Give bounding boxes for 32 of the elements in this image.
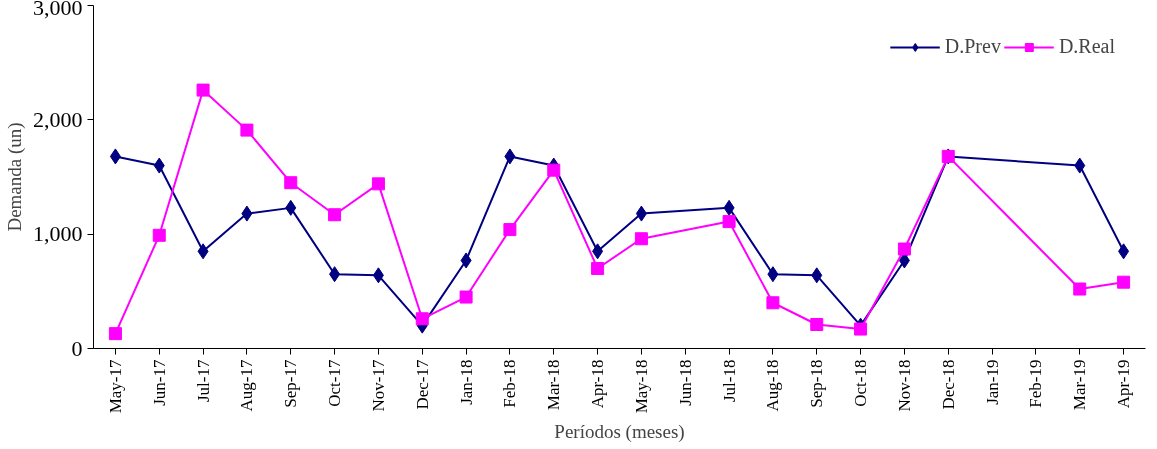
y-tick-label: 0: [71, 335, 83, 361]
x-tick-label: May-17: [105, 359, 125, 414]
x-tick-label: Mar-19: [1070, 359, 1090, 411]
x-tick-label: Dec-17: [412, 359, 432, 410]
x-tick-label: Jun-18: [675, 359, 695, 406]
x-tick-label: Jun-17: [149, 359, 169, 406]
y-tick-label: 1,000: [33, 221, 83, 247]
x-tick-label: Oct-17: [325, 359, 345, 407]
x-tick-label: Jul-17: [193, 359, 213, 402]
x-tick-label: Jul-18: [719, 359, 739, 402]
x-tick-label: Nov-17: [368, 359, 388, 412]
x-tick-label: Nov-18: [894, 359, 914, 412]
x-axis-title: Períodos (meses): [554, 421, 685, 444]
x-tick-label: Sep-18: [807, 359, 827, 408]
x-tick-label: Feb-18: [500, 359, 520, 408]
x-tick-label: Aug-17: [237, 359, 257, 412]
x-tick-label: May-18: [631, 359, 651, 414]
x-tick-label: Mar-18: [544, 359, 564, 411]
x-tick-label: Oct-18: [851, 359, 871, 407]
x-tick-label: Sep-17: [281, 359, 301, 408]
x-tick-label: Feb-19: [1026, 359, 1046, 408]
x-tick-label: Apr-18: [588, 359, 608, 409]
x-tick-label: Aug-18: [763, 359, 783, 412]
x-tick-label: Apr-19: [1114, 359, 1134, 409]
y-axis-title: Demanda (un): [4, 122, 26, 232]
x-tick-label: Jan-19: [982, 359, 1002, 405]
y-tick-label: 3,000: [33, 0, 83, 20]
x-tick-label: Dec-18: [938, 359, 958, 410]
y-tick-label: 2,000: [33, 106, 83, 132]
x-tick-label: Jan-18: [456, 359, 476, 405]
legend-label: D.Real: [1058, 35, 1115, 58]
legend-label: D.Prev: [944, 35, 1001, 58]
